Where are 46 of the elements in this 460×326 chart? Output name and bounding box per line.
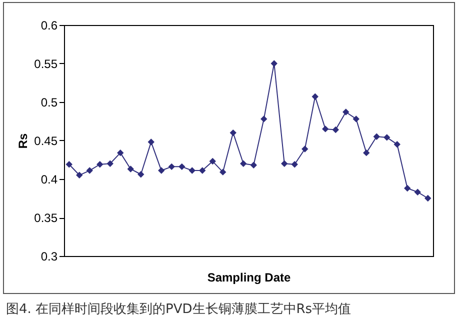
- point: [138, 171, 144, 178]
- point: [127, 166, 134, 172]
- point: [260, 116, 268, 122]
- point: [373, 133, 380, 140]
- x-axis-title: Sampling Date: [207, 270, 291, 284]
- y-tick-label: 0.55: [34, 57, 58, 71]
- y-axis-title: Rs: [16, 133, 30, 149]
- y-tick-label: 0.5: [40, 96, 58, 110]
- y-tick-label: 0.35: [34, 211, 58, 225]
- point: [178, 163, 186, 170]
- point: [158, 167, 165, 174]
- point: [199, 167, 206, 174]
- y-tick-label: 0.6: [40, 18, 58, 32]
- y-tick-label: 0.3: [40, 250, 58, 264]
- point: [363, 149, 370, 156]
- point: [322, 126, 329, 132]
- point: [352, 116, 360, 122]
- point: [394, 140, 400, 148]
- point: [384, 134, 390, 141]
- point: [106, 160, 114, 167]
- point: [281, 160, 288, 167]
- point: [342, 108, 350, 116]
- point: [188, 167, 196, 174]
- y-tick-label: 0.45: [34, 134, 58, 148]
- point: [230, 129, 236, 136]
- point: [220, 168, 226, 176]
- point: [86, 167, 93, 174]
- point: [414, 188, 421, 196]
- point: [291, 161, 298, 168]
- point: [332, 126, 339, 134]
- point: [168, 163, 175, 170]
- point: [117, 149, 124, 156]
- point: [96, 161, 104, 168]
- point: [312, 93, 318, 100]
- point: [424, 194, 432, 202]
- point: [148, 138, 154, 146]
- y-tick-label: 0.4: [40, 172, 58, 186]
- point: [209, 158, 216, 165]
- caption: 图4. 在同样时间段收集到的PVD生长铜薄膜工艺中Rs平均值: [6, 301, 352, 318]
- point: [240, 160, 247, 167]
- point: [302, 146, 308, 152]
- point: [250, 162, 257, 168]
- point: [66, 161, 72, 168]
- point: [404, 184, 411, 192]
- point: [270, 60, 278, 67]
- point: [76, 172, 83, 179]
